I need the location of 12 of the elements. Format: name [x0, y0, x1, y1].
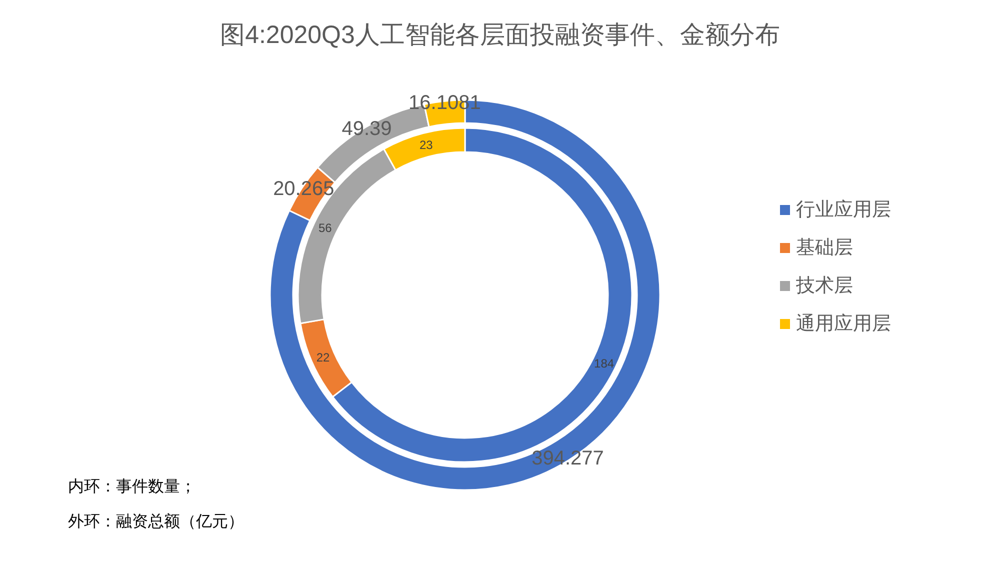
- legend-label: 基础层: [796, 238, 853, 258]
- text: 外环：融资总额（亿元）: [68, 512, 244, 530]
- chart-title: 图4:2020Q3人工智能各层面投融资事件、金额分布: [220, 21, 780, 49]
- legend-label: 通用应用层: [796, 312, 891, 334]
- legend-label: 行业应用层: [796, 198, 891, 220]
- legend-label: 技术层: [795, 276, 853, 296]
- data-label: 22: [316, 350, 330, 364]
- data-label: 16.1081: [408, 92, 481, 114]
- data-label: 184: [594, 356, 614, 370]
- data-label: 56: [318, 221, 332, 236]
- text: 内环：事件数量；: [68, 478, 196, 496]
- data-label: 23: [419, 138, 434, 152]
